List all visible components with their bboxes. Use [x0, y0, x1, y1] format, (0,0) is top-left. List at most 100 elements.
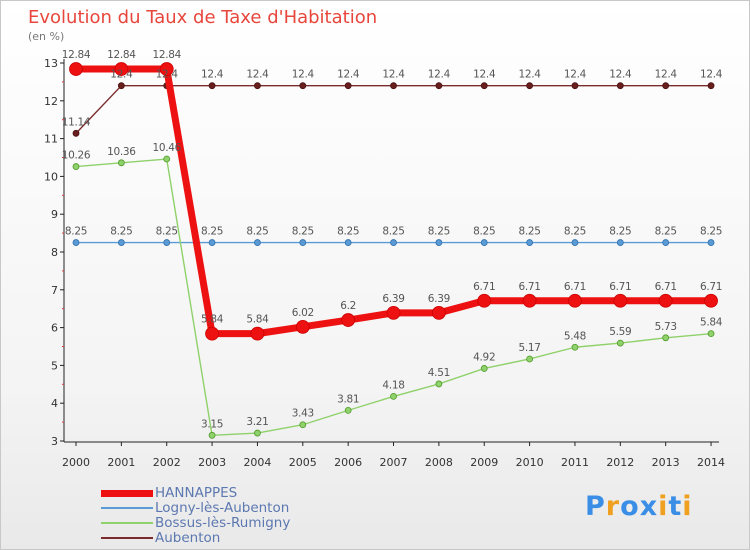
data-point-hannappes: [295, 319, 310, 334]
logo-letter: P: [585, 491, 606, 522]
data-point-hannappes: [704, 293, 718, 308]
y-tick-label: 11: [44, 133, 58, 146]
data-point-hannappes: [159, 62, 174, 76]
data-point-bossus-les-rumigny: [390, 392, 397, 400]
data-label-aubenton: 12.4: [564, 69, 587, 81]
data-label-logny-les-aubenton: 8.25: [201, 226, 223, 238]
x-tick-label: 2003: [198, 456, 226, 469]
data-point-aubenton: [662, 82, 670, 90]
data-point-aubenton: [344, 82, 352, 90]
data-point-logny-les-aubenton: [707, 239, 715, 246]
data-label-bossus-les-rumigny: 5.59: [609, 326, 631, 338]
data-label-logny-les-aubenton: 8.25: [292, 226, 314, 238]
y-tick-label: 4: [51, 397, 58, 410]
data-label-logny-les-aubenton: 8.25: [428, 226, 450, 238]
data-label-bossus-les-rumigny: 5.17: [519, 342, 541, 354]
data-label-aubenton: 12.4: [428, 69, 451, 81]
data-label-bossus-les-rumigny: 4.51: [428, 367, 450, 379]
data-point-aubenton: [299, 82, 307, 90]
data-point-logny-les-aubenton: [662, 239, 670, 246]
data-label-aubenton: 12.4: [382, 69, 405, 81]
data-label-hannappes: 6.39: [428, 293, 450, 305]
data-point-bossus-les-rumigny: [344, 406, 352, 414]
data-point-hannappes: [205, 326, 219, 341]
x-tick-label: 2012: [606, 456, 634, 469]
data-label-hannappes: 6.71: [700, 281, 722, 293]
data-point-aubenton: [254, 82, 261, 90]
data-point-hannappes: [69, 62, 83, 76]
data-label-aubenton: 12.4: [700, 69, 723, 81]
data-label-aubenton: 12.4: [655, 69, 678, 81]
data-label-logny-les-aubenton: 8.25: [110, 226, 132, 238]
data-label-hannappes: 5.84: [246, 314, 269, 326]
y-tick-label: 9: [51, 208, 58, 221]
data-point-hannappes: [114, 62, 129, 76]
x-tick-label: 2011: [561, 456, 589, 469]
data-label-hannappes: 6.02: [292, 307, 314, 319]
data-point-aubenton: [72, 129, 80, 137]
data-point-hannappes: [658, 293, 673, 308]
proxiti-logo: Proxiti: [585, 491, 693, 522]
y-tick-label: 12: [44, 95, 58, 108]
data-point-bossus-les-rumigny: [526, 355, 533, 363]
data-point-logny-les-aubenton: [208, 239, 216, 246]
logo-letter: x: [639, 491, 659, 522]
data-point-logny-les-aubenton: [72, 239, 80, 246]
data-label-hannappes: 6.71: [655, 281, 677, 293]
data-label-bossus-les-rumigny: 3.43: [292, 408, 314, 420]
data-point-hannappes: [522, 293, 537, 308]
data-label-bossus-les-rumigny: 3.15: [201, 418, 223, 430]
data-label-bossus-les-rumigny: 4.18: [382, 379, 404, 391]
data-point-hannappes: [250, 326, 265, 341]
legend-swatch-bossus-les-rumigny: [101, 522, 153, 524]
data-label-hannappes: 6.71: [519, 281, 541, 293]
data-point-bossus-les-rumigny: [254, 429, 261, 437]
data-label-bossus-les-rumigny: 3.21: [246, 416, 268, 428]
data-point-bossus-les-rumigny: [72, 163, 80, 170]
data-point-aubenton: [208, 82, 216, 90]
data-label-aubenton: 12.4: [292, 69, 315, 81]
x-tick-label: 2013: [652, 456, 680, 469]
data-point-bossus-les-rumigny: [435, 380, 443, 388]
data-point-aubenton: [390, 82, 397, 90]
data-point-logny-les-aubenton: [299, 239, 307, 246]
legend-swatch-logny-les-aubenton: [101, 507, 153, 509]
data-label-hannappes: 6.71: [564, 281, 586, 293]
legend-label-hannappes: HANNAPPES: [155, 485, 238, 501]
legend-swatch-hannappes: [101, 490, 153, 497]
data-point-bossus-les-rumigny: [616, 339, 624, 347]
x-tick-label: 2009: [470, 456, 498, 469]
legend-label-bossus-les-rumigny: Bossus-lès-Rumigny: [155, 515, 291, 531]
data-point-bossus-les-rumigny: [707, 330, 715, 338]
data-point-hannappes: [386, 305, 401, 320]
legend-label-logny-les-aubenton: Logny-lès-Aubenton: [155, 500, 290, 516]
data-label-aubenton: 12.4: [201, 69, 224, 81]
data-point-hannappes: [431, 305, 446, 320]
data-label-aubenton: 12.4: [473, 69, 496, 81]
data-point-logny-les-aubenton: [616, 239, 624, 246]
data-label-logny-les-aubenton: 8.25: [337, 226, 359, 238]
data-point-hannappes: [477, 293, 492, 308]
data-label-hannappes: 6.71: [609, 281, 631, 293]
data-label-logny-les-aubenton: 8.25: [609, 226, 631, 238]
data-label-aubenton: 12.4: [246, 69, 269, 81]
data-point-aubenton: [526, 82, 533, 90]
data-label-aubenton: 12.4: [110, 69, 133, 81]
data-point-aubenton: [707, 82, 715, 90]
data-point-logny-les-aubenton: [344, 239, 352, 246]
data-point-aubenton: [435, 82, 443, 90]
data-label-hannappes: 6.71: [473, 281, 495, 293]
data-point-hannappes: [341, 313, 356, 327]
y-tick-label: 7: [51, 284, 58, 297]
data-label-aubenton: 12.4: [609, 69, 632, 81]
data-point-logny-les-aubenton: [390, 239, 397, 246]
data-point-logny-les-aubenton: [435, 239, 443, 246]
y-tick-label: 5: [51, 359, 58, 372]
data-point-logny-les-aubenton: [480, 239, 488, 246]
x-tick-label: 2002: [153, 456, 181, 469]
data-label-hannappes: 5.84: [201, 314, 224, 326]
line-chart: 3 4 5 6 7 8 9 10 11 12 13 2000 2001 2002 2003 2004 2005 2…: [44, 49, 725, 469]
data-point-logny-les-aubenton: [117, 239, 125, 246]
data-point-bossus-les-rumigny: [163, 155, 171, 163]
